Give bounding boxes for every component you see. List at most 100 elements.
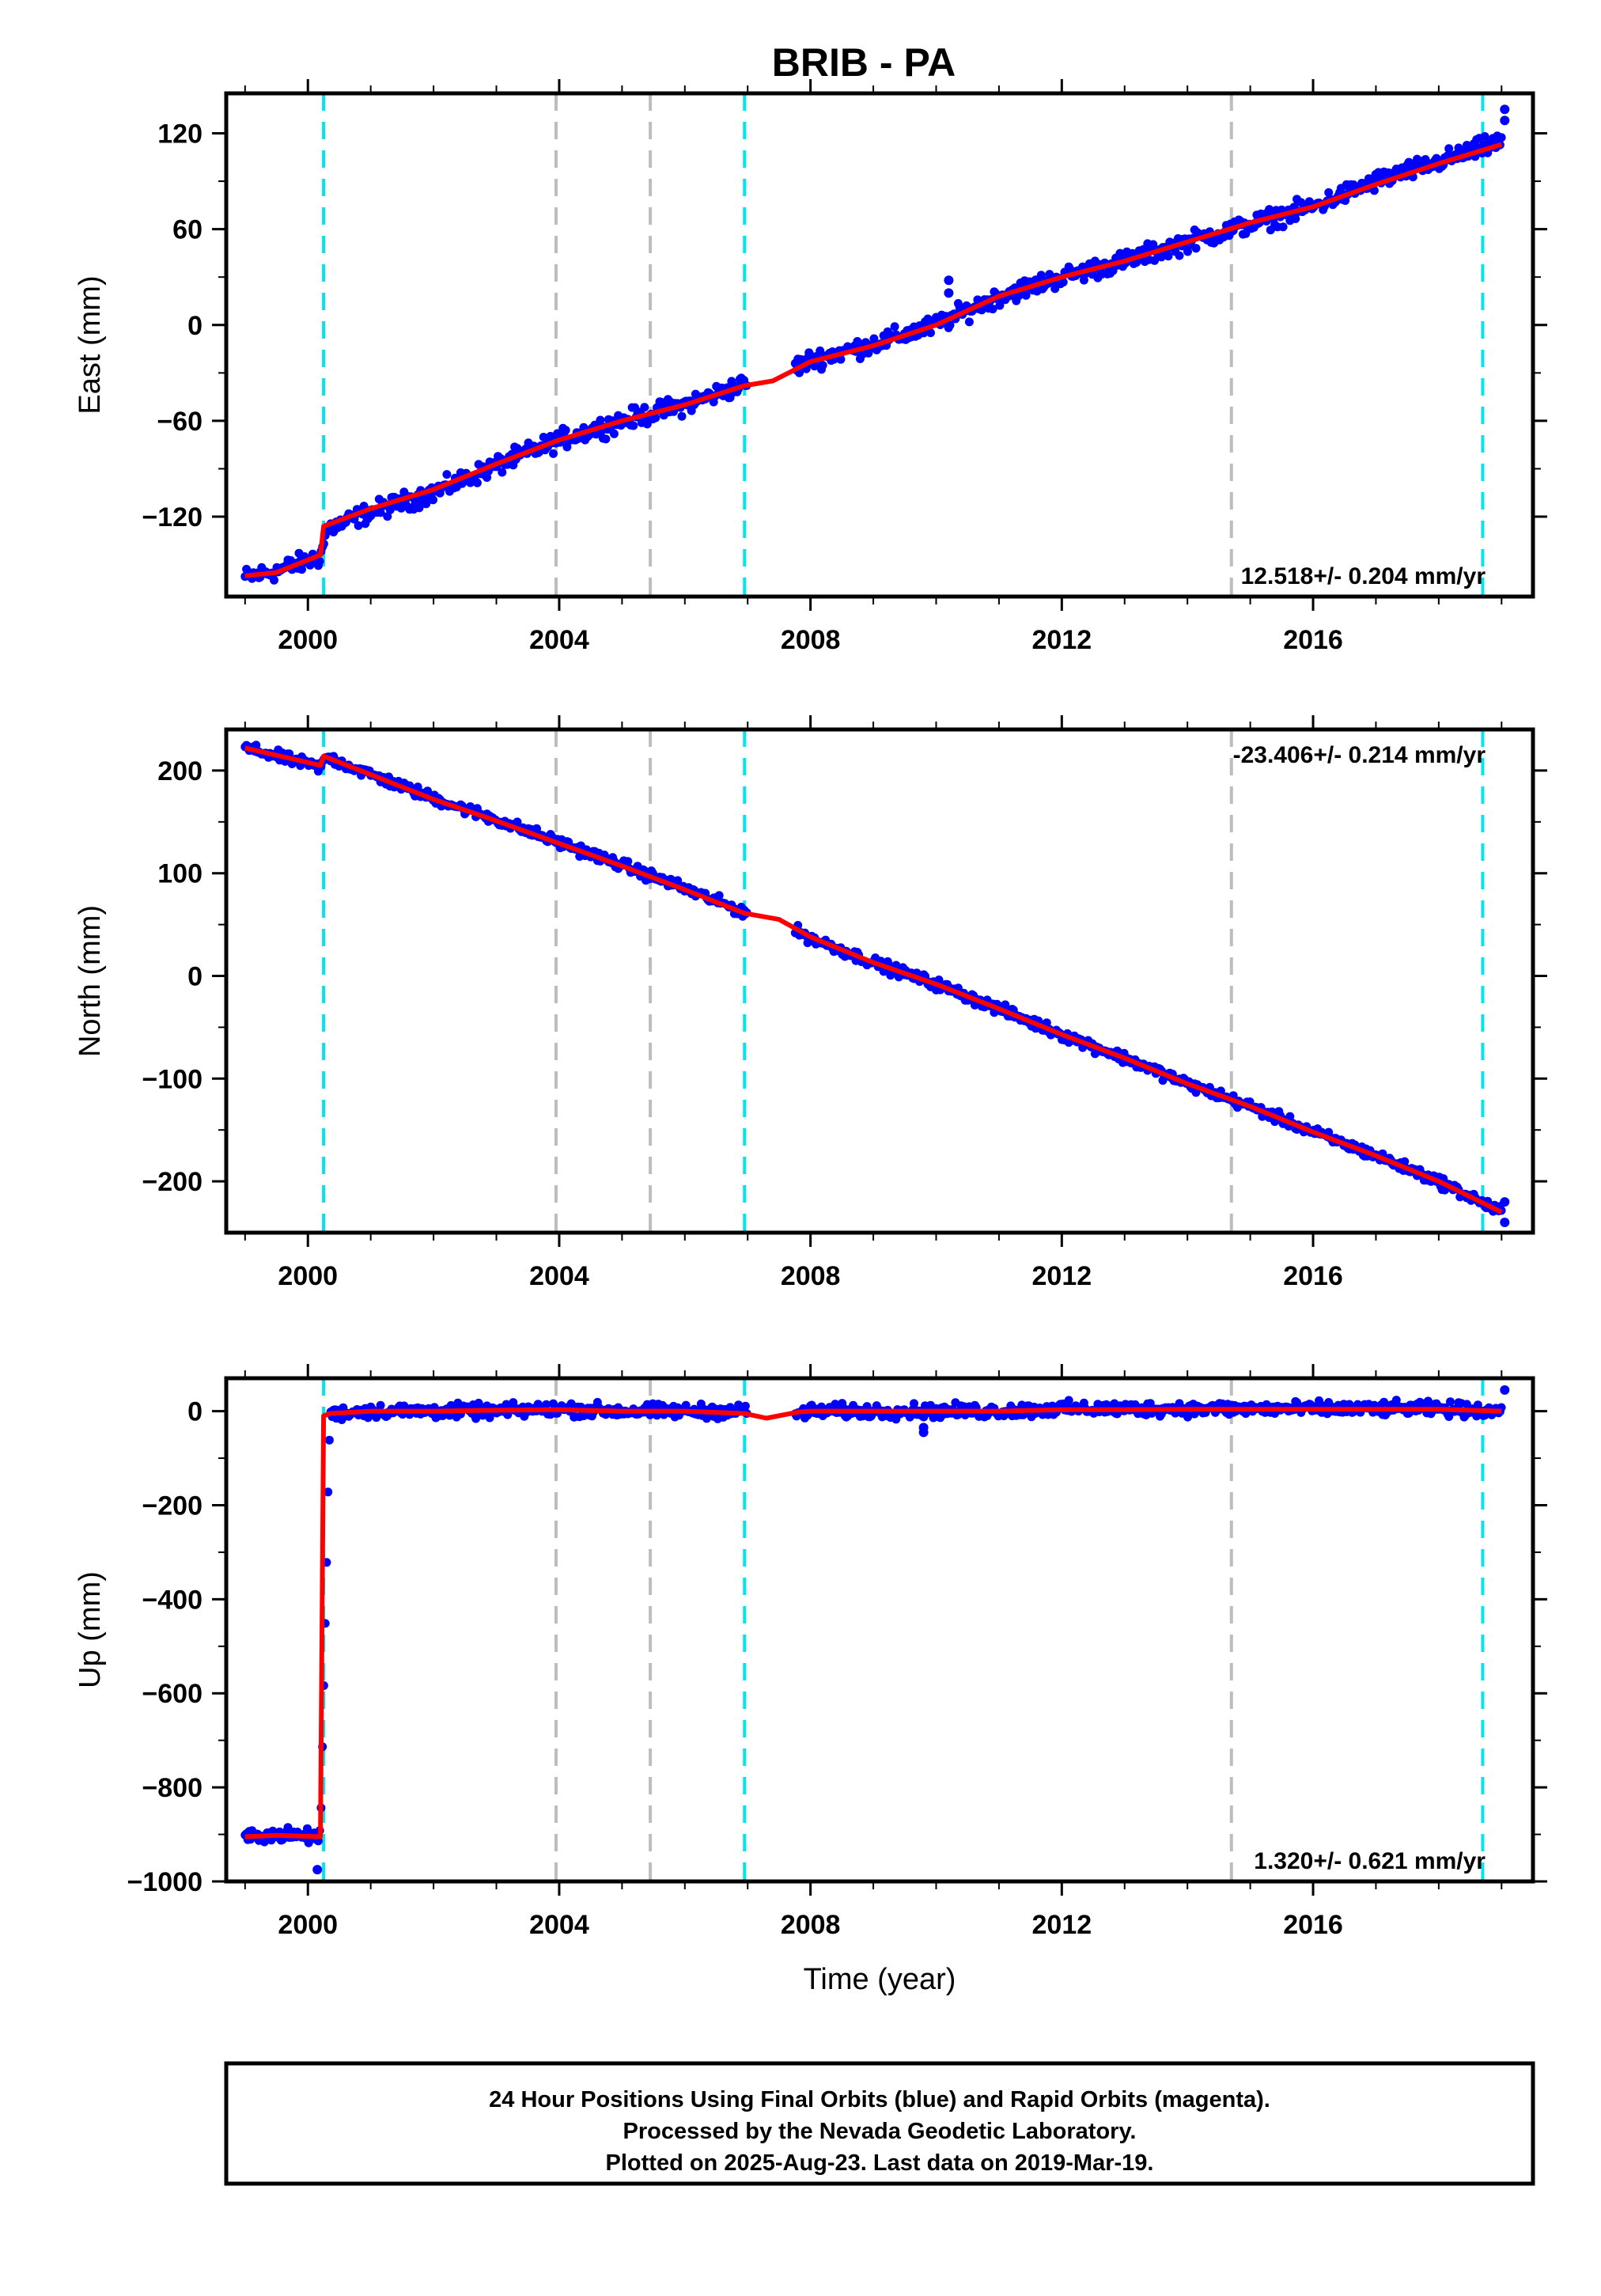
east-outlier-point-1	[944, 288, 954, 298]
east-position-point	[1444, 144, 1454, 153]
up-position-point	[324, 1487, 333, 1497]
up-xtick-label-3: 2012	[1032, 1910, 1092, 1940]
up-panel: 0 −200 −400 −600 −800 −1000 2000 2004 2008 2012 20…	[74, 1364, 1547, 1996]
north-model-line	[244, 745, 1503, 1214]
east-ytick-label-1: 60	[172, 215, 202, 245]
east-position-point	[890, 322, 899, 332]
north-position-point	[1285, 1112, 1295, 1121]
north-outlier-point-1	[1500, 1197, 1510, 1207]
up-xtick-label-4: 2016	[1283, 1910, 1343, 1940]
east-position-point	[677, 411, 687, 421]
east-position-point	[354, 521, 363, 530]
east-position-point	[629, 421, 638, 430]
east-xtick-label-1: 2004	[529, 625, 589, 655]
up-position-point	[1391, 1396, 1401, 1405]
north-xtick-label-1: 2004	[529, 1261, 589, 1291]
east-position-point	[270, 575, 278, 585]
east-ylabel: East (mm)	[74, 275, 107, 414]
east-ytick-label-4: −120	[142, 502, 202, 532]
up-plot-frame	[224, 1376, 1535, 1884]
east-plot-frame	[224, 91, 1535, 599]
north-position-point	[714, 891, 724, 900]
up-model-line	[244, 1407, 1502, 1839]
east-xtick-label-3: 2012	[1032, 625, 1092, 655]
footer-box	[224, 2061, 1535, 2186]
east-position-point	[596, 415, 605, 425]
east-position-point	[549, 449, 558, 458]
up-ytick-label-0: 0	[187, 1397, 202, 1427]
north-xtick-label-3: 2012	[1032, 1261, 1092, 1291]
east-position-point	[1021, 290, 1031, 300]
east-position-point	[442, 470, 452, 479]
east-ytick-label-2: 0	[187, 311, 202, 341]
up-xtick-label-1: 2004	[529, 1910, 589, 1940]
east-ytick-label-3: −60	[157, 407, 202, 437]
east-position-point	[869, 334, 879, 343]
north-ytick-label-1: 100	[157, 859, 202, 889]
east-position-point	[498, 468, 507, 477]
up-outlier-point-2	[312, 1865, 323, 1875]
up-positions	[240, 1385, 1510, 1875]
east-position-point	[601, 434, 611, 444]
east-position-point	[422, 499, 431, 509]
north-xtick-label-4: 2016	[1283, 1261, 1343, 1291]
east-position-point	[1191, 244, 1201, 253]
up-ytick-label-2: −400	[142, 1585, 202, 1615]
up-rate-label: 1.320+/- 0.621 mm/yr	[1254, 1848, 1486, 1874]
east-position-point	[964, 317, 974, 327]
up-xlabel: Time (year)	[804, 1963, 956, 1996]
up-outlier-point-3	[1500, 1385, 1510, 1395]
east-event-lines	[322, 93, 1485, 597]
east-position-point	[383, 512, 392, 521]
north-position-point	[1400, 1157, 1410, 1166]
north-panel: 200 100 0 −100 −200 2000 2004 2008 2012 2016 North…	[74, 715, 1547, 1291]
up-position-point	[471, 1414, 481, 1423]
east-outlier-point-2	[1500, 104, 1510, 115]
east-position-point	[1014, 291, 1024, 301]
east-position-point	[651, 413, 660, 422]
east-position-point	[1497, 133, 1506, 142]
east-xtick-label-4: 2016	[1283, 625, 1343, 655]
north-position-point	[252, 741, 261, 750]
east-position-point	[1369, 186, 1379, 195]
east-position-point	[1058, 278, 1068, 287]
north-ylabel: North (mm)	[74, 905, 107, 1057]
east-position-point	[609, 429, 619, 438]
up-xtick-label-0: 2000	[278, 1910, 338, 1940]
up-ytick-label-4: −800	[142, 1773, 202, 1803]
north-ytick-label-4: −200	[142, 1167, 202, 1197]
east-outlier-point-0	[944, 275, 954, 286]
east-model-line	[244, 142, 1503, 578]
north-position-point	[623, 857, 633, 866]
up-ytick-label-3: −600	[142, 1679, 202, 1709]
east-panel: 120 60 0 −60 −120 2000 2004 2008 2012 2016 East (m…	[74, 79, 1547, 655]
up-ylabel: Up (mm)	[74, 1571, 107, 1688]
east-rate-label: 12.518+/- 0.204 mm/yr	[1241, 563, 1486, 589]
footer-line-2: Processed by the Nevada Geodetic Laborat…	[623, 2119, 1137, 2144]
east-position-point	[1164, 252, 1173, 261]
east-position-point	[1183, 247, 1192, 256]
up-position-point	[1315, 1396, 1323, 1405]
figure-title: BRIB - PA	[772, 40, 956, 85]
up-event-lines	[322, 1378, 1485, 1881]
north-ytick-label-0: 200	[157, 756, 202, 786]
east-xtick-label-0: 2000	[278, 625, 338, 655]
north-xtick-label-0: 2000	[278, 1261, 338, 1291]
east-position-point	[1036, 271, 1046, 280]
east-position-point	[561, 426, 570, 435]
up-position-point	[509, 1398, 518, 1408]
north-ytick-label-3: −100	[142, 1064, 202, 1094]
up-position-point	[740, 1401, 750, 1411]
north-ytick-label-2: 0	[187, 962, 202, 992]
east-xtick-label-2: 2008	[781, 625, 841, 655]
north-event-lines	[322, 729, 1485, 1233]
up-position-point	[862, 1402, 872, 1411]
footer-line-1: 24 Hour Positions Using Final Orbits (bl…	[489, 2087, 1270, 2112]
up-position-point	[831, 1400, 840, 1409]
east-position-point	[305, 560, 315, 570]
up-ytick-label-1: −200	[142, 1491, 202, 1521]
north-positions	[240, 741, 1510, 1227]
north-xtick-label-2: 2008	[781, 1261, 841, 1291]
up-ytick-label-5: −1000	[127, 1867, 203, 1897]
